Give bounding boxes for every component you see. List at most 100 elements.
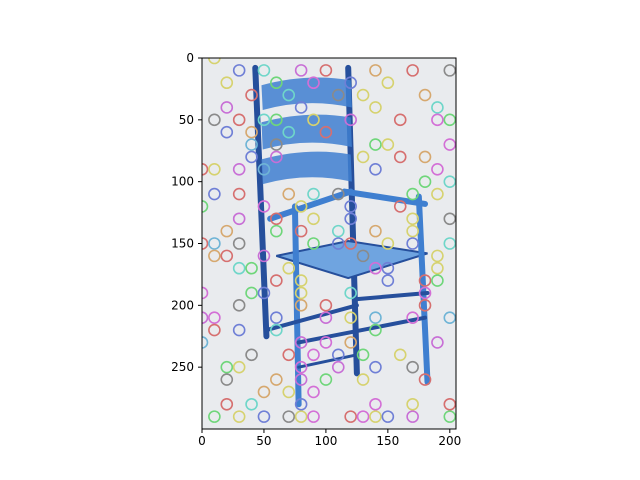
data-point-marker [443,64,456,77]
data-point-marker [406,237,419,250]
data-point-marker [245,261,258,275]
data-point-marker [294,299,308,312]
data-point-marker [381,261,395,275]
data-point-marker [307,76,320,90]
data-point-marker [381,138,395,151]
data-point-marker [245,138,258,151]
data-point-marker [270,212,283,226]
data-point-marker [369,101,382,114]
data-point-marker [307,348,320,362]
data-point-marker [381,76,395,90]
data-point-marker [307,187,320,201]
data-point-marker [270,274,283,287]
x-tick-label: 50 [256,434,271,448]
data-point-marker [307,410,320,423]
data-point-marker [294,64,308,77]
data-point-marker [356,249,370,263]
data-point-marker [406,212,419,226]
y-tick-label: 250 [171,360,194,374]
data-point-marker [294,397,308,411]
data-point-marker [232,187,246,201]
data-point-marker [319,299,333,312]
data-point-marker [220,224,234,238]
data-point-marker [270,76,283,90]
data-point-marker [220,125,234,139]
data-point-marker [418,373,432,386]
data-point-marker [344,212,357,226]
data-point-marker [202,237,209,250]
data-point-marker [208,58,221,65]
data-point-marker [331,360,345,374]
data-point-marker [431,336,444,349]
y-tick-label: 150 [171,237,194,251]
x-tick-label: 100 [314,434,337,448]
data-point-marker [356,150,370,164]
data-point-marker [393,200,407,213]
data-point-marker [369,64,382,77]
data-point-marker [443,138,456,151]
data-point-marker [406,410,419,423]
data-point-marker [356,410,370,423]
data-point-marker [344,113,357,127]
data-point-marker [369,323,382,337]
data-point-marker [443,212,456,226]
data-point-marker [319,373,333,386]
data-point-marker [431,113,444,127]
data-point-marker [344,76,357,90]
data-point-marker [431,274,444,287]
data-point-marker [369,311,382,325]
data-point-marker [418,175,432,188]
data-point-marker [232,410,246,423]
data-point-marker [232,163,246,176]
data-point-marker [270,138,283,151]
data-point-marker [406,187,419,201]
data-point-marker [443,113,456,127]
data-point-marker [406,360,419,374]
data-point-marker [270,373,283,386]
data-point-marker [294,336,308,349]
data-point-marker [381,237,395,250]
chair-arm-right [341,188,429,207]
data-point-marker [270,311,283,325]
data-point-marker [331,88,345,102]
data-point-marker [344,237,357,250]
data-point-marker [294,286,308,300]
chair-stretcher [264,303,359,333]
data-point-marker [232,360,246,374]
data-point-marker [369,360,382,374]
data-point-marker [369,397,382,411]
data-point-marker [443,175,456,188]
data-point-marker [344,200,357,213]
data-point-marker [344,311,357,325]
data-point-marker [369,410,382,423]
data-point-marker [245,348,258,362]
data-point-marker [232,261,246,275]
data-point-marker [344,336,357,349]
data-point-marker [294,373,308,386]
data-point-marker [393,113,407,127]
data-point-marker [282,410,296,423]
chair-stretcher [354,290,430,302]
chair-seat [276,240,428,280]
x-axis: 0 50 100 150 200 [198,429,461,448]
data-point-marker [202,163,209,176]
chair-back-slat [261,77,352,110]
data-point-marker [356,88,370,102]
data-point-marker [220,360,234,374]
data-point-marker [232,323,246,337]
chair-back-slat [261,114,352,150]
data-point-marker [331,224,345,238]
data-point-marker [257,385,271,399]
chair-stretcher [296,315,428,345]
data-point-marker [270,323,283,337]
data-point-marker [245,88,258,102]
data-point-marker [220,249,234,263]
chair-stretcher [297,353,359,369]
y-tick-label: 50 [179,113,194,127]
data-point-marker [202,311,209,324]
data-point-marker [270,113,283,127]
data-point-marker [257,249,271,263]
data-point-marker [393,348,407,362]
chair-front-leg-right [415,193,431,386]
data-point-marker [294,274,308,287]
